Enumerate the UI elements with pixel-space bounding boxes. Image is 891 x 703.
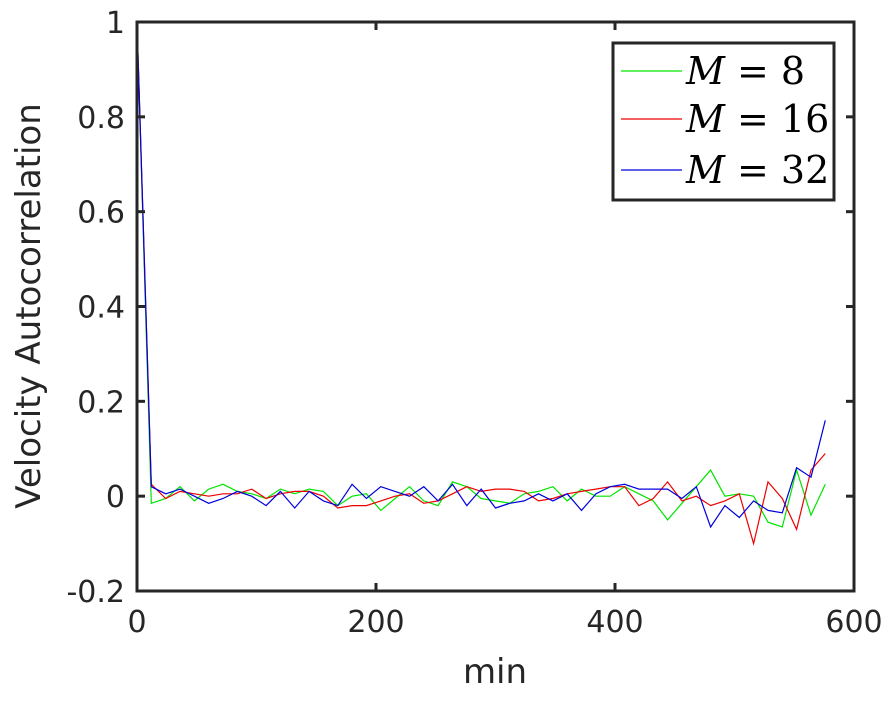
y-tick-label: 0 [106,480,125,515]
y-axis-label: Velocity Autocorrelation [9,103,49,509]
legend: M = 8M = 16 M = 32 [611,41,836,202]
series-line-32 [136,21,826,529]
legend-label: M = 16 [685,97,829,141]
x-tick-label: 0 [127,605,146,640]
x-tick-label: 200 [347,605,404,640]
y-tick-label: -0.2 [66,575,125,610]
x-tick-labels: 0 200 400 600 [127,605,882,640]
x-axis-label: min [463,652,527,692]
legend-label: M = 8 [685,49,805,93]
y-tick-label: 0.4 [77,291,125,326]
y-tick-label: 0.8 [77,101,125,136]
y-tick-label: 0.6 [77,196,125,231]
legend-label: M = 32 [685,148,829,192]
legend-box [611,41,836,202]
series-line-16 [136,21,826,546]
legend-entries: M = 8M = 16 M = 32 [621,49,829,192]
y-tick-labels: -0.2 0 0.2 0.4 0.6 0.8 1 [66,6,125,610]
x-tick-label: 400 [586,605,643,640]
series-line-8 [136,21,826,528]
y-tick-label: 0.2 [77,385,125,420]
x-tick-label: 600 [825,605,882,640]
ticks [135,20,856,593]
plot-lines [136,21,826,546]
y-tick-label: 1 [106,6,125,41]
